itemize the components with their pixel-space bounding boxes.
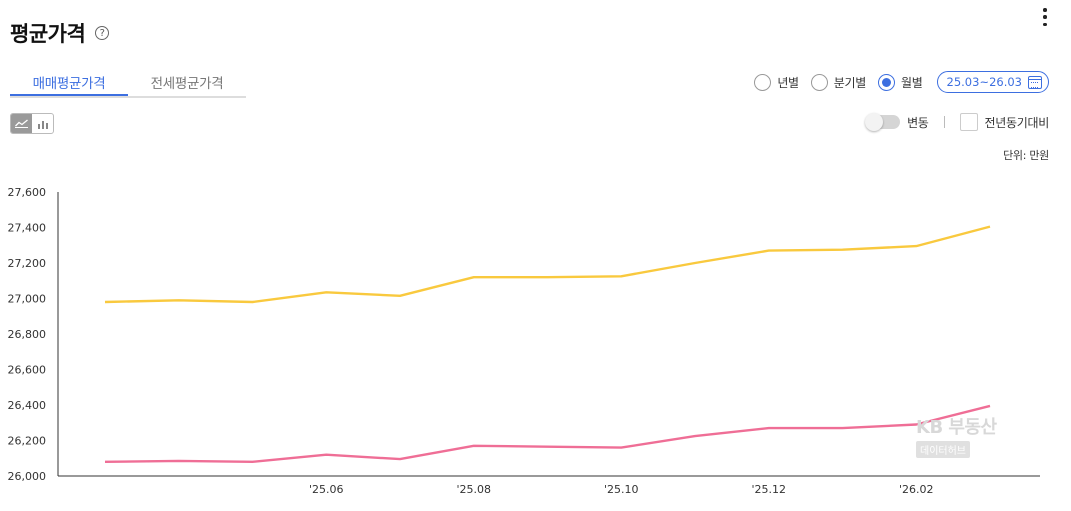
bar-chart-icon[interactable] [32,114,53,133]
y-tick-label: 26,400 [8,399,47,412]
watermark-title: KB 부동산 [916,417,997,438]
line-chart: 26,000 26,200 26,400 26,600 26,800 27,000 27,2… [8,186,1040,496]
kebab-menu-icon[interactable] [1041,8,1049,26]
calendar-icon [1028,75,1042,89]
series-line-2 [104,404,991,463]
unit-label: 단위: 만원 [1003,149,1049,162]
watermark-subtitle: 데이터허브 [916,441,970,458]
y-tick-label: 26,800 [8,328,47,341]
period-controls: 년별 분기별 월별 25.03~26.03 [754,71,1049,93]
chart-type-toggle [10,113,54,134]
y-tick-label: 27,000 [8,293,47,306]
tab-sale-average[interactable]: 매매평균가격 [10,72,128,96]
yoy-checkbox[interactable] [959,113,978,131]
y-tick-label: 27,400 [8,222,47,235]
date-range-picker[interactable]: 25.03~26.03 [936,71,1049,93]
x-tick-label: '25.12 [751,483,786,496]
y-tick-label: 27,200 [8,257,47,270]
price-tabs: 매매평균가격 전세평균가격 [10,72,246,98]
y-tick-label: 27,600 [8,186,47,199]
radio-quarterly-label: 분기별 [833,75,867,90]
radio-monthly-label: 월별 [901,75,923,90]
watermark-logo: KB 부동산 데이터허브 [916,413,997,458]
question-circle-icon[interactable]: ? [95,26,110,40]
x-tick-label: '25.10 [604,483,639,496]
tab-jeonse-average[interactable]: 전세평균가격 [150,76,224,92]
series-line-1 [104,225,991,304]
date-range-text: 25.03~26.03 [946,75,1022,89]
x-tick-label: '26.02 [899,483,934,496]
x-tick-label: '25.08 [456,483,491,496]
change-label: 변동 [907,115,929,130]
line-chart-icon[interactable] [11,114,32,133]
radio-monthly[interactable] [878,73,896,91]
radio-yearly-label: 년별 [777,75,799,90]
y-tick-label: 26,600 [8,364,47,377]
options-divider [943,116,945,128]
yoy-label: 전년동기대비 [984,115,1050,130]
y-tick-label: 26,000 [8,470,47,483]
chart-options: 변동 전년동기대비 [865,113,1050,131]
change-toggle[interactable] [865,113,901,131]
x-tick-label: '25.06 [309,483,344,496]
page-title: 평균가격 [10,22,86,46]
radio-quarterly[interactable] [810,73,828,91]
radio-yearly[interactable] [754,73,772,91]
y-tick-label: 26,200 [8,435,47,448]
title-row: 평균가격 ? [10,18,110,48]
